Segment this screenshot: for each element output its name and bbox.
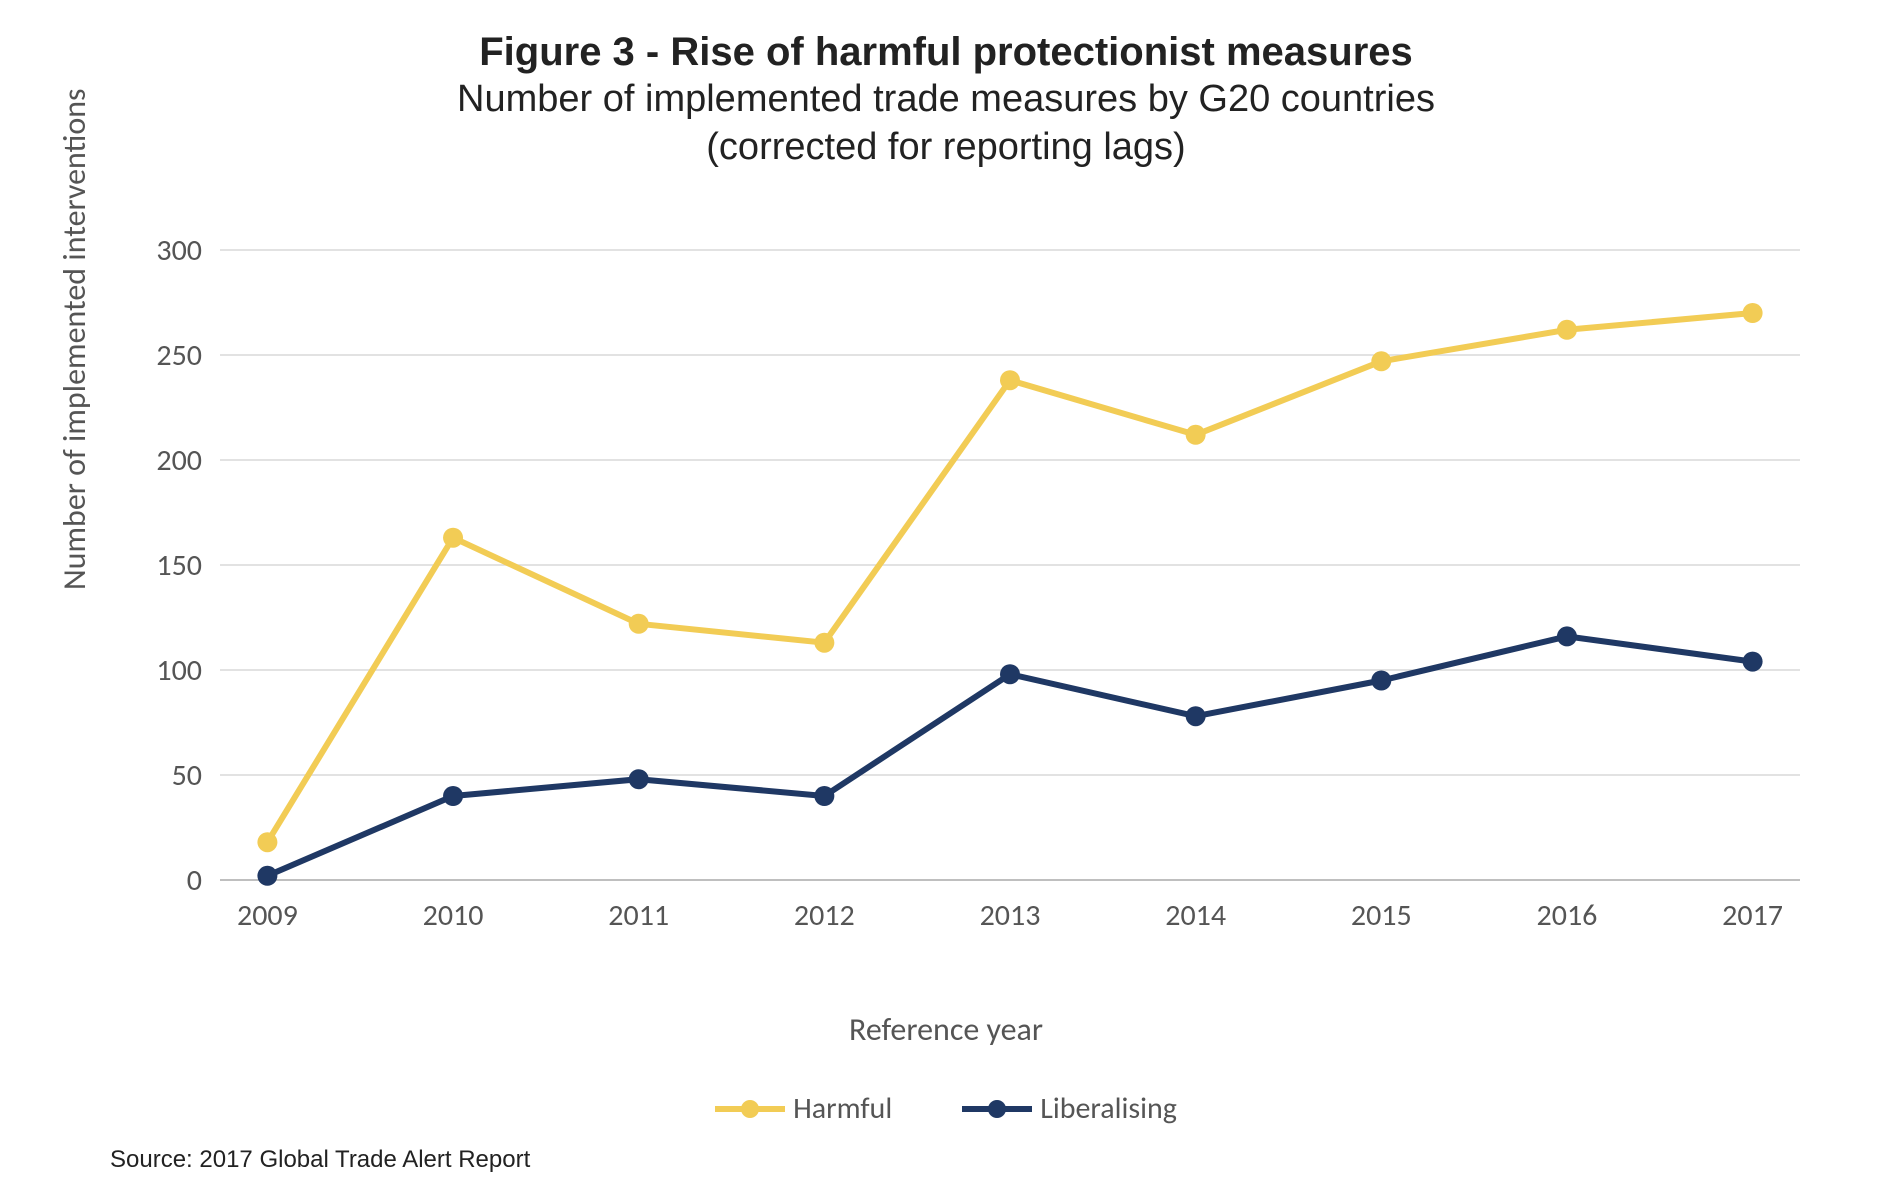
legend-item-liberalising: Liberalising [962,1090,1177,1127]
legend-swatch-harmful [715,1097,785,1121]
legend-label-liberalising: Liberalising [1040,1090,1177,1127]
svg-text:2011: 2011 [608,897,669,934]
svg-text:2016: 2016 [1537,897,1598,934]
svg-text:2015: 2015 [1351,897,1412,934]
source-text: Source: 2017 Global Trade Alert Report [110,1146,530,1174]
svg-text:200: 200 [156,442,202,479]
legend-swatch-liberalising [962,1097,1032,1121]
svg-text:0: 0 [187,862,202,899]
svg-text:150: 150 [156,547,202,584]
legend-item-harmful: Harmful [715,1090,892,1127]
figure-container: Figure 3 - Rise of harmful protectionist… [0,0,1892,1200]
svg-text:2012: 2012 [794,897,855,934]
svg-text:300: 300 [156,232,202,269]
svg-text:2014: 2014 [1165,897,1226,934]
legend: Harmful Liberalising [0,1090,1892,1127]
svg-text:100: 100 [156,652,202,689]
svg-text:250: 250 [156,337,202,374]
svg-text:2017: 2017 [1722,897,1783,934]
svg-text:2013: 2013 [980,897,1041,934]
x-axis-title: Reference year [0,1010,1892,1049]
svg-text:2010: 2010 [423,897,484,934]
legend-label-harmful: Harmful [793,1090,892,1127]
svg-text:2009: 2009 [237,897,298,934]
svg-text:50: 50 [172,757,202,794]
